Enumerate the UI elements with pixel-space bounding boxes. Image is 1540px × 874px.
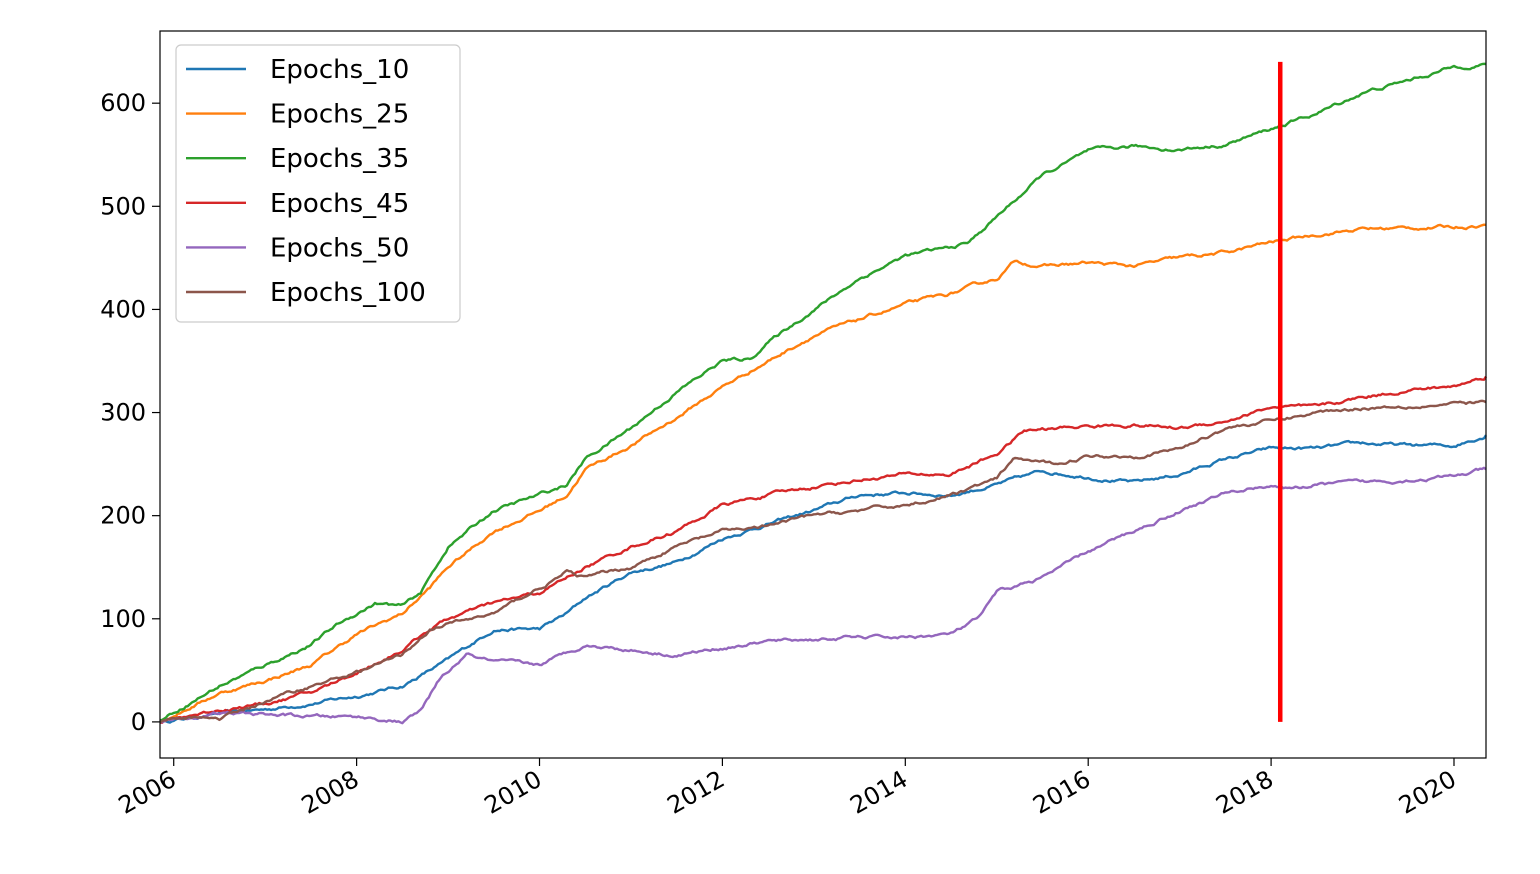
series-line-epochs-10 — [159, 434, 1488, 724]
y-tick-label: 600 — [100, 89, 146, 117]
legend-label: Epochs_10 — [270, 55, 409, 85]
y-tick-label: 300 — [100, 399, 146, 427]
legend-label: Epochs_50 — [270, 233, 409, 263]
legend-label: Epochs_100 — [270, 278, 426, 308]
series-line-epochs-25 — [159, 223, 1487, 723]
legend-label: Epochs_25 — [270, 100, 409, 130]
legend-label: Epochs_45 — [270, 189, 409, 219]
legend-label: Epochs_35 — [270, 144, 409, 174]
series-layer — [159, 62, 1488, 725]
series-line-epochs-100 — [159, 399, 1487, 724]
series-line-epochs-50 — [159, 466, 1487, 725]
y-axis: 0 100 200 300 400 500 600 — [100, 89, 160, 736]
legend-box — [175, 44, 461, 323]
y-tick-label: 400 — [100, 295, 146, 323]
legend: Epochs_10 Epochs_25 Epochs_35 Epochs_45 Epoc… — [175, 44, 461, 323]
plot-frame — [159, 30, 1487, 759]
y-tick-label: 100 — [100, 605, 146, 633]
series-line-epochs-35 — [159, 62, 1487, 722]
y-tick-label: 200 — [100, 502, 146, 530]
y-tick-label: 500 — [100, 192, 146, 220]
y-tick-label: 0 — [131, 708, 146, 736]
